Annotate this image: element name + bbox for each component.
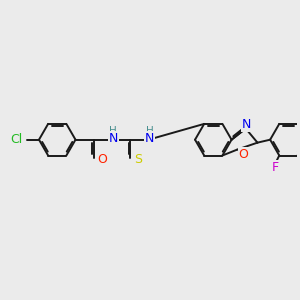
- Text: S: S: [134, 153, 142, 166]
- Text: O: O: [97, 153, 107, 166]
- Text: N: N: [242, 118, 251, 130]
- Text: O: O: [239, 148, 249, 161]
- Text: N: N: [109, 132, 118, 145]
- Text: N: N: [145, 132, 154, 145]
- Text: H: H: [146, 126, 154, 136]
- Text: Cl: Cl: [10, 133, 22, 146]
- Text: H: H: [109, 126, 117, 136]
- Text: F: F: [271, 161, 278, 174]
